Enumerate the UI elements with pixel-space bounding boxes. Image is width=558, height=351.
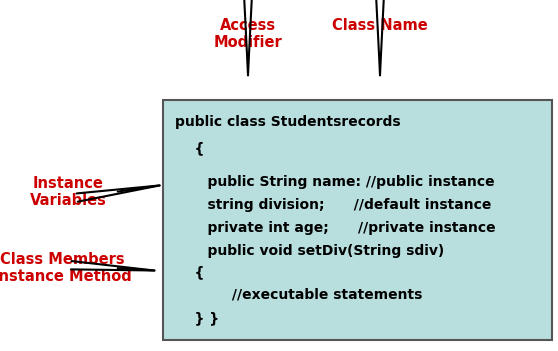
Text: Class Members
Instance Method: Class Members Instance Method bbox=[0, 252, 131, 284]
Text: {: { bbox=[175, 265, 204, 279]
Text: //executable statements: //executable statements bbox=[188, 288, 422, 302]
Text: Access
Modifier: Access Modifier bbox=[214, 18, 282, 51]
Text: private int age;      //private instance: private int age; //private instance bbox=[188, 221, 496, 235]
Bar bbox=[163, 100, 552, 340]
Text: public class Studentsrecords: public class Studentsrecords bbox=[175, 115, 401, 129]
Text: public String name: //public instance: public String name: //public instance bbox=[188, 175, 494, 189]
Text: } }: } } bbox=[175, 311, 219, 325]
Text: Class Name: Class Name bbox=[332, 18, 428, 33]
Text: string division;      //default instance: string division; //default instance bbox=[188, 198, 492, 212]
Text: public void setDiv(String sdiv): public void setDiv(String sdiv) bbox=[188, 244, 444, 258]
Text: {: { bbox=[175, 141, 204, 155]
Text: Instance
Variables: Instance Variables bbox=[30, 176, 107, 208]
